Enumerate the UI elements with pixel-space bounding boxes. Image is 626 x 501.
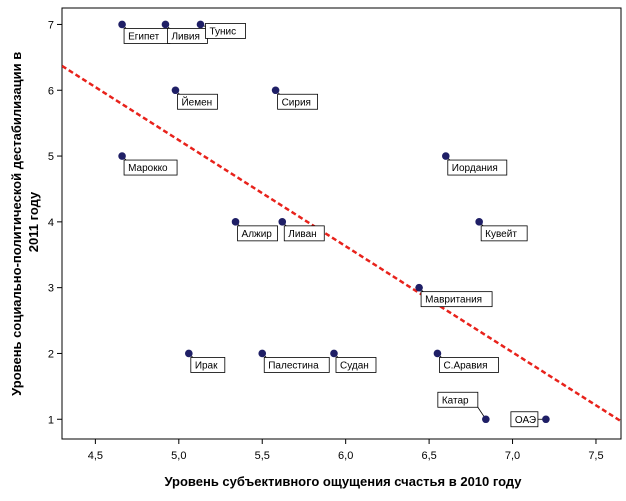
- point-label-box: [263, 357, 330, 373]
- x-tick-label: 7,5: [588, 450, 603, 462]
- y-tick-label: 3: [48, 283, 54, 295]
- data-point: [330, 349, 338, 358]
- data-point-group: Мавритания: [415, 283, 493, 308]
- point-label-box: [437, 391, 479, 408]
- x-tick-label: 6,0: [338, 450, 353, 462]
- points-group: Египет Ливия Тунис Йемен Сирия Марокко Иордани…: [118, 20, 550, 428]
- point-label: С.Аравия: [443, 360, 487, 371]
- y-tick-label: 5: [48, 151, 54, 163]
- data-point-group: Кувейт: [475, 218, 528, 242]
- data-point-group: Ливан: [278, 218, 325, 242]
- data-point-group: ОАЭ: [510, 411, 550, 428]
- point-label: Марокко: [128, 163, 168, 174]
- trendline: [62, 64, 621, 423]
- y-axis-title-line-2: 2011 году: [26, 191, 41, 252]
- data-point: [475, 218, 483, 226]
- data-point-group: Катар: [437, 391, 490, 424]
- point-label: ОАЭ: [515, 415, 536, 426]
- data-point-group: Ирак: [185, 349, 226, 373]
- point-label: Катар: [442, 395, 469, 406]
- data-point: [482, 415, 490, 424]
- data-point-group: Тунис: [196, 20, 246, 39]
- point-label-box: [335, 357, 377, 373]
- x-tick-label: 5,0: [171, 450, 186, 462]
- point-label: Ливан: [288, 229, 316, 240]
- y-axis-title: Уровень социально-политической дестабили…: [9, 48, 41, 396]
- point-label: Тунис: [209, 26, 236, 37]
- point-label-box: [447, 159, 508, 176]
- point-label: Сирия: [282, 97, 311, 108]
- data-point-group: Йемен: [171, 86, 218, 110]
- point-label-box: [177, 93, 218, 110]
- data-point-group: Египет: [118, 20, 171, 44]
- point-label-box: [420, 291, 493, 308]
- x-tick-label: 4,5: [88, 450, 103, 462]
- y-tick-label: 4: [48, 217, 54, 229]
- point-label-box: [277, 93, 318, 110]
- data-point: [231, 218, 240, 226]
- point-label: Кувейт: [485, 229, 517, 240]
- data-point: [185, 349, 193, 358]
- data-point: [196, 20, 205, 29]
- data-point: [278, 218, 287, 226]
- y-tick-label: 1: [48, 414, 54, 426]
- y-tick-label: 2: [48, 348, 54, 360]
- point-label: Судан: [340, 360, 369, 371]
- x-tick-label: 7,0: [505, 450, 520, 462]
- data-point-group: Сирия: [271, 86, 318, 110]
- x-tick-label: 6,5: [421, 450, 436, 462]
- point-label: Ирак: [195, 360, 218, 371]
- point-label-box: [190, 357, 226, 373]
- plot-area: [61, 7, 622, 440]
- data-point-group: С.Аравия: [433, 349, 499, 373]
- point-label: Египет: [128, 31, 160, 42]
- y-tick-label: 6: [48, 85, 54, 97]
- point-label: Палестина: [268, 360, 319, 371]
- point-label-box: [439, 357, 499, 373]
- data-point: [542, 415, 550, 424]
- data-point: [271, 86, 280, 95]
- data-point: [258, 349, 267, 358]
- x-tick-label: 5,5: [255, 450, 270, 462]
- data-point-group: Судан: [330, 349, 377, 373]
- x-axis: 4,5 5,0 5,5 6,0 6,5 7,0 7,5: [88, 439, 604, 462]
- point-label: Иордания: [452, 163, 498, 174]
- point-label: Ливия: [171, 31, 199, 42]
- data-point: [161, 20, 170, 29]
- point-label-box: [237, 225, 278, 242]
- point-label: Йемен: [181, 95, 212, 108]
- point-label-box: [480, 225, 528, 242]
- data-point: [415, 283, 423, 292]
- data-point: [441, 152, 450, 160]
- data-point: [171, 86, 180, 95]
- point-label-box: [205, 23, 246, 39]
- y-tick-label: 7: [48, 19, 54, 31]
- plot-frame: [61, 7, 622, 440]
- point-label: Алжир: [242, 229, 273, 240]
- data-point-group: Марокко: [118, 152, 178, 176]
- data-point: [433, 349, 442, 358]
- point-label-box: [283, 225, 325, 242]
- data-point: [118, 152, 126, 160]
- trendline-group: [62, 64, 621, 423]
- point-label-box: [510, 411, 539, 428]
- data-point-group: Палестина: [258, 349, 330, 373]
- data-point-group: Иордания: [441, 152, 508, 176]
- data-point-group: Алжир: [231, 218, 278, 242]
- point-label-box: [123, 159, 178, 176]
- x-axis-title: Уровень субъективного ощущения счастья в…: [164, 474, 522, 489]
- point-label: Мавритания: [425, 295, 482, 306]
- data-point: [118, 20, 126, 29]
- y-axis-title-line-1: Уровень социально-политической дестабили…: [9, 52, 24, 396]
- data-point-group: Ливия: [161, 20, 208, 44]
- y-axis: 1 2 3 4 5 6 7: [48, 19, 62, 426]
